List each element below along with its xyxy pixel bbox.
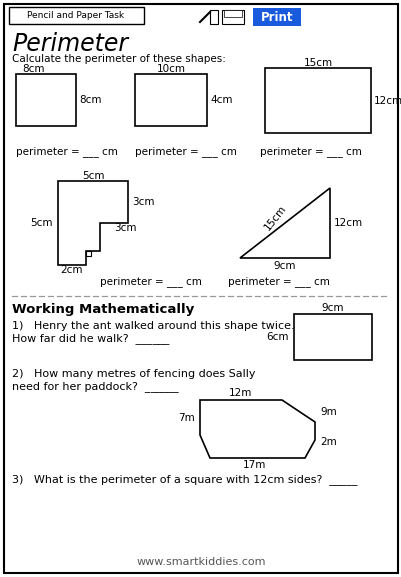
Text: Print: Print [260,11,292,24]
Text: 12cm: 12cm [373,96,401,106]
Text: Working Mathematically: Working Mathematically [12,304,194,317]
Text: 9cm: 9cm [273,261,296,271]
Text: 8cm: 8cm [79,95,101,105]
Bar [221,10,243,24]
Text: 3cm: 3cm [114,223,136,233]
Bar [86,251,91,256]
Text: perimeter = ___ cm: perimeter = ___ cm [16,147,117,158]
Text: 7m: 7m [178,413,194,423]
Text: 12cm: 12cm [333,218,362,228]
Text: 4cm: 4cm [209,95,232,105]
Text: need for her paddock?  ______: need for her paddock? ______ [12,381,178,392]
Text: 2m: 2m [319,437,336,447]
Text: Calculate the perimeter of these shapes:: Calculate the perimeter of these shapes: [12,54,225,64]
Bar [293,314,371,360]
Text: perimeter = ___ cm: perimeter = ___ cm [135,147,236,158]
Bar [16,74,76,126]
Text: 6cm: 6cm [266,332,288,342]
Text: Pencil and Paper Task: Pencil and Paper Task [27,12,124,21]
Bar [9,7,144,24]
Text: Perimeter: Perimeter [12,32,128,56]
Text: 5cm: 5cm [81,171,104,181]
Text: 10cm: 10cm [156,64,185,74]
Text: 1)   Henry the ant walked around this shape twice.: 1) Henry the ant walked around this shap… [12,321,294,331]
Text: 17m: 17m [243,460,266,470]
Text: www.smartkiddies.com: www.smartkiddies.com [136,557,265,567]
Text: 8cm: 8cm [23,64,45,74]
Text: 2)   How many metres of fencing does Sally: 2) How many metres of fencing does Sally [12,369,255,379]
Bar [252,8,300,26]
Text: perimeter = ___ cm: perimeter = ___ cm [227,276,329,287]
Bar [264,68,370,133]
Text: perimeter = ___ cm: perimeter = ___ cm [100,276,201,287]
Text: 9cm: 9cm [321,303,343,313]
Text: 9m: 9m [319,407,336,417]
Text: perimeter = ___ cm: perimeter = ___ cm [259,147,361,158]
Text: 15cm: 15cm [261,204,287,233]
Text: 15cm: 15cm [303,58,332,68]
Text: 5cm: 5cm [30,218,53,228]
Text: How far did he walk?  ______: How far did he walk? ______ [12,334,169,344]
Text: 3)   What is the perimeter of a square with 12cm sides?  _____: 3) What is the perimeter of a square wit… [12,474,356,485]
Text: 12m: 12m [229,388,252,398]
Text: 2cm: 2cm [61,265,83,275]
Bar [135,74,207,126]
Text: 3cm: 3cm [132,197,154,207]
Bar [223,10,241,17]
Bar [209,10,217,24]
